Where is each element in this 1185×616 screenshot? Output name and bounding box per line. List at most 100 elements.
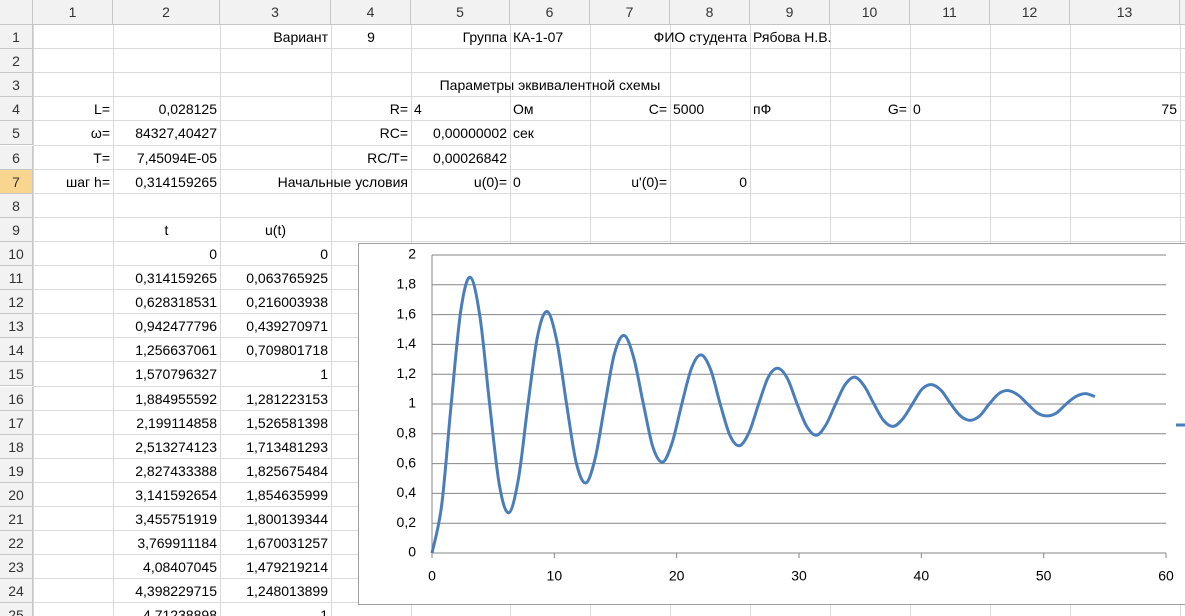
x-tick-label: 10 — [547, 568, 563, 584]
series-line — [430, 275, 1096, 554]
cell: 0 — [739, 173, 747, 190]
x-tick-label: 20 — [669, 568, 685, 584]
cell: 0,314159265 — [135, 270, 217, 286]
column-header: 7 — [590, 0, 670, 25]
cell: 0,216003938 — [246, 294, 328, 311]
row-header: 17 — [0, 410, 33, 435]
corner — [0, 0, 33, 25]
column-header: 8 — [670, 0, 750, 25]
y-tick-label: 1,4 — [397, 335, 417, 351]
column-header: 3 — [220, 0, 331, 25]
y-tick-label: 0,6 — [397, 454, 417, 470]
cell: 0 — [320, 245, 328, 262]
cell: сек — [513, 125, 534, 142]
row-header: 6 — [0, 145, 33, 170]
grid-line — [33, 72, 1185, 74]
row-header: 10 — [0, 241, 33, 266]
cell: 1,884955592 — [135, 390, 217, 407]
cell: 4,398229715 — [135, 583, 217, 600]
cell: ФИО студента — [653, 29, 747, 45]
row-header: 1 — [0, 25, 33, 50]
row-header: 18 — [0, 434, 33, 459]
cell: 2,199114858 — [136, 414, 217, 431]
cell: 4,71238898 — [143, 607, 217, 616]
cell: 0,063765925 — [246, 270, 328, 286]
x-tick-label: 0 — [428, 568, 436, 584]
column-header: 10 — [830, 0, 910, 25]
cell: u(0)= — [473, 173, 507, 190]
cell: 0,314159265 — [135, 173, 217, 190]
grid-line — [33, 240, 1185, 242]
grid-line — [33, 48, 1185, 50]
x-tick-label: 60 — [1158, 568, 1174, 584]
x-tick-label: 50 — [1036, 568, 1052, 584]
grid-line — [113, 25, 114, 616]
row-header: 7 — [0, 169, 33, 194]
row-header: 12 — [0, 290, 33, 315]
row-header: 14 — [0, 338, 33, 363]
cell: R= — [389, 101, 408, 118]
cell: 4,08407045 — [143, 559, 217, 576]
grid-line — [33, 192, 1185, 194]
cell: КА-1-07 — [513, 29, 564, 45]
column-header: 2 — [113, 0, 220, 25]
cell: шаг h= — [66, 173, 110, 190]
cell: 1,670031257 — [246, 535, 328, 552]
cell: L= — [94, 101, 110, 118]
cell: Группа — [462, 29, 507, 45]
cell: u(t) — [265, 221, 286, 238]
y-tick-label: 0,2 — [397, 514, 417, 530]
column-header: 11 — [910, 0, 990, 25]
grid-line — [33, 120, 1185, 122]
row-header: 24 — [0, 579, 33, 604]
cell: 75 — [1161, 101, 1177, 118]
row-header: 13 — [0, 314, 33, 339]
column-header: 4 — [331, 0, 411, 25]
row-header: 8 — [0, 193, 33, 218]
cell: 1,256637061 — [135, 342, 217, 359]
cell: 1 — [320, 607, 328, 616]
row-header: 5 — [0, 121, 33, 146]
cell: 0,00026842 — [433, 149, 507, 166]
column-header: 6 — [510, 0, 590, 25]
row-header: 11 — [0, 266, 33, 291]
cell: RC= — [379, 125, 408, 142]
grid-line — [33, 25, 34, 616]
cell: 0,028125 — [158, 101, 217, 118]
cell: 1,713481293 — [246, 438, 328, 455]
cell: Вариант — [273, 29, 328, 45]
row-header: 22 — [0, 531, 33, 556]
y-tick-label: 1 — [408, 395, 416, 411]
y-tick-label: 2 — [408, 246, 416, 262]
cell: 1,248013899 — [246, 583, 328, 600]
row-header: 16 — [0, 386, 33, 411]
grid-line — [33, 168, 1185, 170]
cell: 0,709801718 — [246, 342, 328, 359]
cell: C= — [648, 101, 667, 118]
cell: Параметры эквивалентной схемы — [439, 77, 661, 94]
cell: u'(0)= — [631, 173, 667, 190]
row-header: 9 — [0, 217, 33, 242]
chart[interactable]: 00,20,40,60,811,21,41,61,820 10 20 30 40 50 60 — [358, 243, 1185, 605]
cell: t — [164, 221, 169, 238]
cell: 2,827433388 — [135, 462, 217, 479]
cell: 1,825675484 — [246, 462, 328, 479]
x-tick-label: 40 — [914, 568, 930, 584]
row-header: 20 — [0, 482, 33, 507]
cell: 7,45094E-05 — [136, 149, 217, 166]
cell: пФ — [753, 101, 772, 118]
row-header: 4 — [0, 97, 33, 122]
cell: 0,00000002 — [433, 125, 507, 142]
cell: Начальные условия — [277, 173, 408, 190]
cell: 4 — [414, 101, 422, 118]
grid-line — [33, 216, 1185, 218]
y-tick-label: 0,4 — [397, 484, 417, 500]
cell: 1,281223153 — [246, 390, 328, 407]
grid-line — [331, 25, 332, 616]
column-header: 5 — [411, 0, 510, 25]
y-tick-label: 0 — [408, 544, 416, 560]
column-header — [1180, 0, 1185, 25]
cell: Рябова Н.В. — [753, 29, 832, 45]
y-tick-label: 1,8 — [397, 276, 417, 292]
